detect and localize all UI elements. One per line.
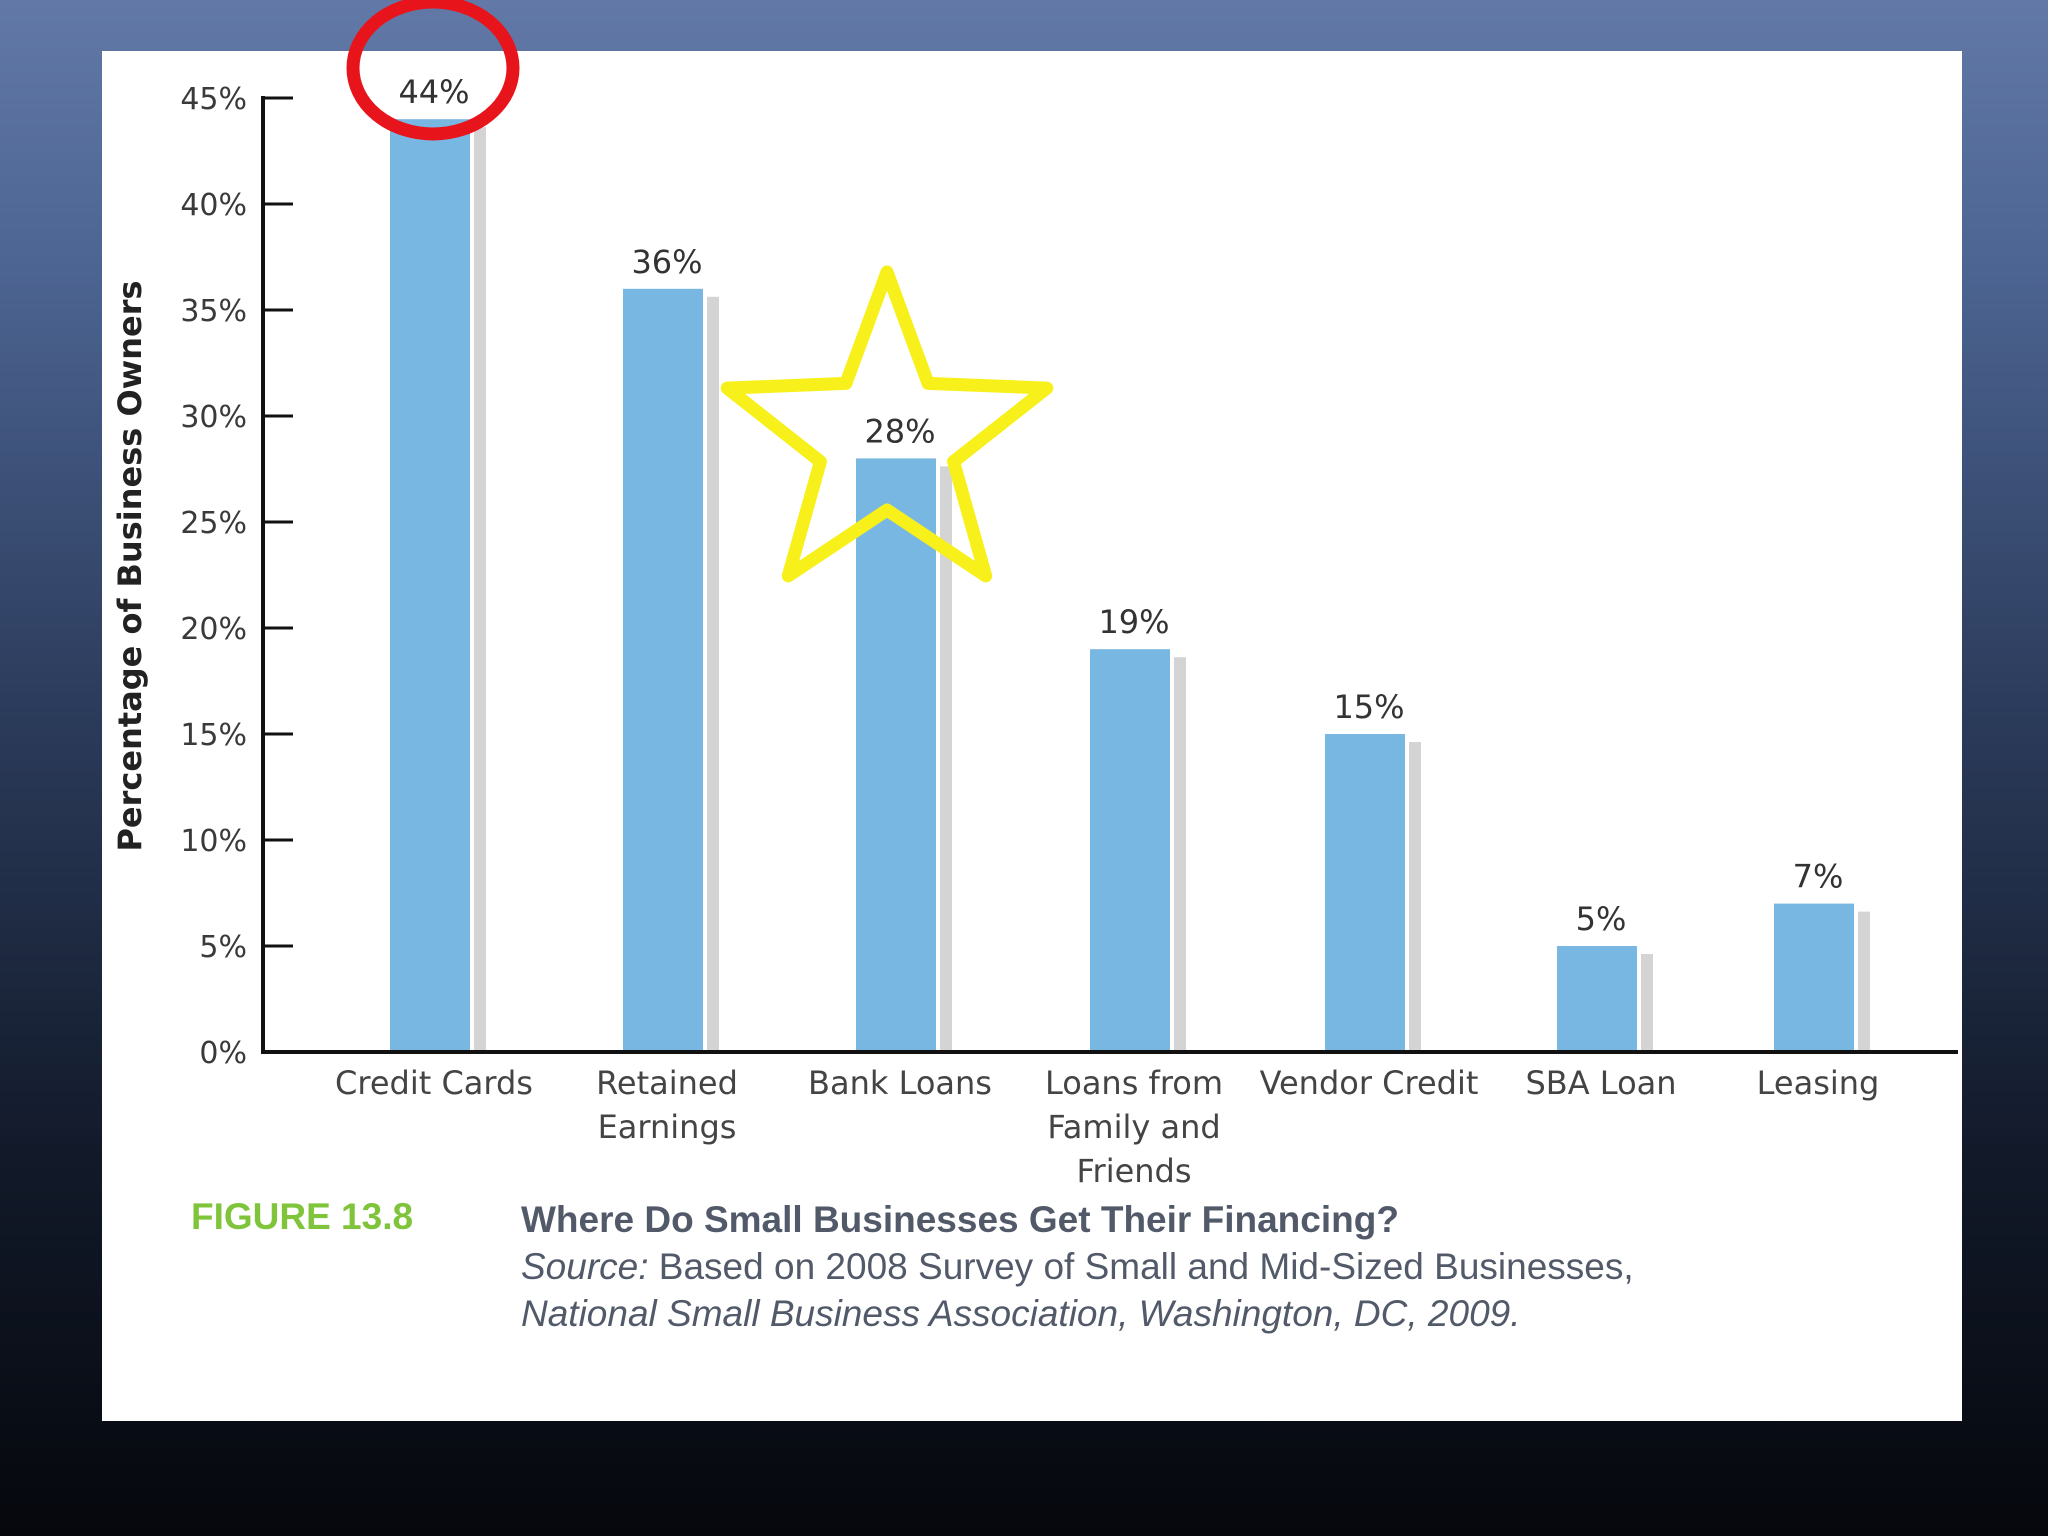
x-category-label: Loans from [1045,1064,1223,1102]
bar-value-label: 5% [1576,900,1627,938]
bar [623,288,703,1052]
source-line-2: National Small Business Association, Was… [521,1293,1521,1334]
bar [1090,649,1170,1052]
caption-text: Where Do Small Businesses Get Their Fina… [521,1196,1634,1337]
bar [1325,734,1405,1052]
bar-value-label: 19% [1098,603,1169,641]
bar-shadow [474,127,486,1052]
bars [390,119,1854,1052]
bar-shadow [1409,742,1421,1052]
yellow-star-annotation [720,265,1054,583]
bar-shadows [474,127,1870,1052]
y-tick-label: 0% [199,1036,247,1071]
axes [261,96,1958,1054]
y-tick-label: 25% [180,506,247,541]
bar-shadow [940,466,952,1052]
y-axis-label: Percentage of Business Owners [111,280,149,851]
source-line: Source: Based on 2008 Survey of Small an… [521,1243,1634,1290]
x-category-label: Bank Loans [808,1064,992,1102]
y-tick-label: 40% [180,188,247,223]
category-labels: Credit Cards Retained Earnings Bank Loans Lo… [335,1064,1879,1190]
bar-value-label: 28% [864,412,935,450]
y-axis-ticks: 0% 5% 10% 15% 20% 25% 30% 35% 40% 45% [180,82,293,1071]
figure-caption: FIGURE 13.8 Where Do Small Businesses Ge… [0,1196,2048,1346]
y-tick-label: 5% [199,930,247,965]
source-label: Source: [521,1246,649,1287]
x-category-label: Credit Cards [335,1064,533,1102]
y-tick-label: 10% [180,824,247,859]
bar-shadow [707,296,719,1052]
y-axis-label-group: Percentage of Business Owners [111,280,149,851]
bar-value-label: 36% [631,243,702,281]
source-text: Based on 2008 Survey of Small and Mid-Si… [648,1246,1634,1287]
value-labels: 44% 36% 28% 19% 15% 5% 7% [398,73,1843,938]
figure-title: Where Do Small Businesses Get Their Fina… [521,1199,1399,1240]
x-category-label: Leasing [1757,1064,1880,1102]
red-circle-annotation [346,0,520,141]
x-category-label: Earnings [598,1108,737,1146]
y-tick-label: 20% [180,612,247,647]
bar-value-label: 7% [1793,858,1844,896]
bar [390,119,470,1052]
x-category-label: Friends [1076,1152,1191,1190]
x-category-label: SBA Loan [1525,1064,1676,1102]
bar-value-label: 44% [398,73,469,111]
figure-number: FIGURE 13.8 [191,1196,414,1237]
y-tick-label: 45% [180,82,247,117]
bar-value-label: 15% [1333,688,1404,726]
y-tick-label: 35% [180,294,247,329]
annotations [346,0,1054,583]
x-category-label: Vendor Credit [1260,1064,1479,1102]
bar-chart: Percentage of Business Owners 0% 5% 10% 15%… [111,0,1958,1190]
y-tick-label: 15% [180,718,247,753]
x-category-label: Retained [596,1064,738,1102]
x-category-label: Family and [1047,1108,1220,1146]
bar [856,458,936,1052]
bar-shadow [1641,954,1653,1052]
y-tick-label: 30% [180,400,247,435]
bar-shadow [1858,911,1870,1052]
bar [1774,903,1854,1052]
bar-shadow [1174,657,1186,1052]
bar [1557,946,1637,1052]
